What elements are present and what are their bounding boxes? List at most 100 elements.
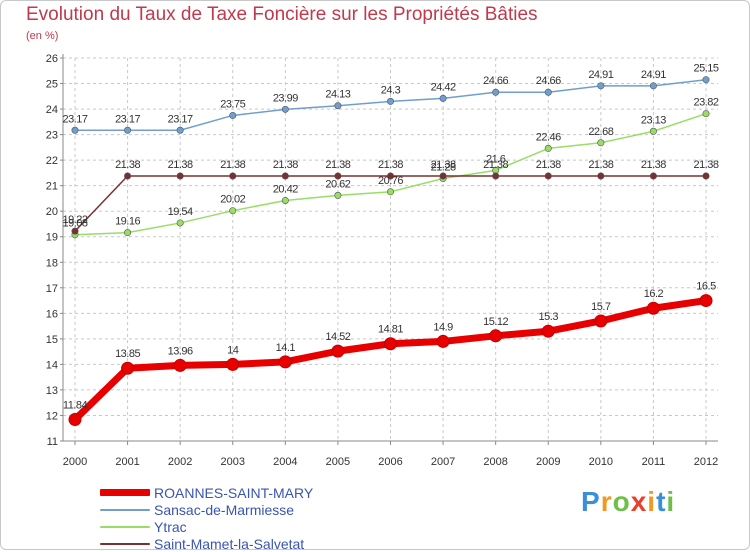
data-point-sansac bbox=[71, 126, 79, 134]
data-label-layer: 11.84 13.85 13.96 14 14.1 14.52 14.81 14.9 15.12… bbox=[62, 63, 719, 412]
legend-item-sansac: Sansac-de-Marmiesse bbox=[100, 501, 313, 518]
logo-letter: P bbox=[581, 486, 601, 517]
y-tick-label: 25 bbox=[46, 79, 58, 91]
data-label-saint-mamet: 21.38 bbox=[168, 159, 193, 171]
y-tick-label: 20 bbox=[46, 206, 58, 218]
data-point-roannes bbox=[331, 344, 345, 358]
x-tick-label: 2005 bbox=[326, 456, 350, 468]
data-label-sansac: 24.66 bbox=[483, 75, 508, 87]
data-label-ytrac: 19.08 bbox=[62, 218, 87, 230]
y-tick-label: 22 bbox=[46, 155, 58, 167]
x-tick-label: 2006 bbox=[378, 456, 402, 468]
data-label-roannes: 14.52 bbox=[325, 331, 350, 343]
data-point-sansac bbox=[649, 82, 657, 90]
data-point-sansac bbox=[439, 94, 447, 102]
data-point-roannes bbox=[68, 413, 82, 427]
data-label-saint-mamet: 21.38 bbox=[325, 159, 350, 171]
data-label-roannes: 16.5 bbox=[696, 281, 716, 293]
series-layer bbox=[68, 76, 713, 427]
data-label-saint-mamet: 21.38 bbox=[378, 159, 403, 171]
data-label-ytrac: 22.68 bbox=[588, 126, 613, 138]
data-label-roannes: 16.2 bbox=[644, 288, 664, 300]
data-label-roannes: 14.81 bbox=[378, 324, 403, 336]
data-point-saint-mamet bbox=[597, 172, 605, 180]
data-point-ytrac bbox=[334, 191, 342, 199]
data-label-sansac: 24.91 bbox=[588, 69, 613, 81]
data-point-roannes bbox=[541, 324, 555, 338]
data-point-sansac bbox=[229, 111, 237, 119]
data-point-roannes bbox=[436, 334, 450, 348]
data-point-sansac bbox=[492, 88, 500, 96]
data-point-ytrac bbox=[386, 188, 394, 196]
data-point-roannes bbox=[173, 358, 187, 372]
data-label-sansac: 23.17 bbox=[115, 113, 140, 125]
y-tick-label: 16 bbox=[46, 308, 58, 320]
legend-label-saint-mamet: Saint-Mamet-la-Salvetat bbox=[154, 535, 305, 552]
x-tick-label: 2009 bbox=[536, 456, 560, 468]
data-label-ytrac: 22.46 bbox=[536, 131, 561, 143]
data-point-ytrac bbox=[176, 219, 184, 227]
data-point-roannes bbox=[699, 294, 713, 308]
proxiti-logo: Proxiti bbox=[581, 486, 675, 518]
data-point-saint-mamet bbox=[702, 172, 710, 180]
data-label-sansac: 24.66 bbox=[536, 75, 561, 87]
data-point-roannes bbox=[489, 329, 503, 343]
data-label-saint-mamet: 21.38 bbox=[431, 159, 456, 171]
data-label-sansac: 24.91 bbox=[641, 69, 666, 81]
data-label-sansac: 24.3 bbox=[381, 84, 401, 96]
data-point-saint-mamet bbox=[649, 172, 657, 180]
data-point-ytrac bbox=[124, 229, 132, 237]
y-tick-label: 13 bbox=[46, 385, 58, 397]
y-tick-label: 15 bbox=[46, 334, 58, 346]
logo-letter: i bbox=[647, 486, 657, 517]
data-point-saint-mamet bbox=[229, 172, 237, 180]
x-tick-label: 2003 bbox=[221, 456, 245, 468]
x-tick-label: 2001 bbox=[115, 456, 139, 468]
x-tick-label: 2000 bbox=[63, 456, 87, 468]
legend-swatch-ytrac bbox=[100, 525, 150, 528]
data-label-roannes: 14.1 bbox=[276, 342, 296, 354]
data-label-saint-mamet: 21.38 bbox=[483, 159, 508, 171]
data-label-saint-mamet: 21.38 bbox=[115, 159, 140, 171]
data-point-sansac bbox=[176, 126, 184, 134]
data-label-sansac: 23.17 bbox=[168, 113, 193, 125]
x-tick-label: 2007 bbox=[431, 456, 455, 468]
legend-item-roannes: ROANNES-SAINT-MARY bbox=[100, 484, 313, 501]
data-label-roannes: 13.96 bbox=[168, 345, 193, 357]
data-label-saint-mamet: 21.38 bbox=[220, 159, 245, 171]
x-tick-label: 2012 bbox=[694, 456, 718, 468]
data-point-saint-mamet bbox=[544, 172, 552, 180]
data-label-ytrac: 20.62 bbox=[325, 178, 350, 190]
data-label-roannes: 14.9 bbox=[433, 321, 453, 333]
x-tick-label: 2004 bbox=[273, 456, 297, 468]
data-label-saint-mamet: 21.38 bbox=[273, 159, 298, 171]
data-label-saint-mamet: 21.38 bbox=[588, 159, 613, 171]
data-point-sansac bbox=[702, 76, 710, 84]
data-label-saint-mamet: 21.38 bbox=[536, 159, 561, 171]
chart-title: Evolution du Taux de Taxe Foncière sur l… bbox=[26, 4, 538, 25]
data-point-saint-mamet bbox=[176, 172, 184, 180]
data-point-ytrac bbox=[544, 144, 552, 152]
y-tick-label: 18 bbox=[46, 257, 58, 269]
data-point-ytrac bbox=[281, 196, 289, 204]
legend: ROANNES-SAINT-MARY Sansac-de-Marmiesse Y… bbox=[100, 484, 313, 552]
data-point-roannes bbox=[646, 301, 660, 315]
y-tick-label: 17 bbox=[46, 283, 58, 295]
data-point-sansac bbox=[544, 88, 552, 96]
x-tick-label: 2002 bbox=[168, 456, 192, 468]
data-label-roannes: 15.3 bbox=[539, 311, 559, 323]
data-point-saint-mamet bbox=[334, 172, 342, 180]
chart-subtitle: (en %) bbox=[26, 30, 59, 42]
data-label-ytrac: 21.28 bbox=[431, 162, 456, 174]
y-tick-label: 12 bbox=[46, 410, 58, 422]
data-point-ytrac bbox=[702, 110, 710, 118]
x-tick-label: 2010 bbox=[589, 456, 613, 468]
data-point-saint-mamet bbox=[386, 172, 394, 180]
data-point-roannes bbox=[121, 361, 135, 375]
legend-swatch-sansac bbox=[100, 508, 150, 511]
data-label-roannes: 15.7 bbox=[591, 301, 611, 313]
data-point-ytrac bbox=[649, 127, 657, 135]
data-point-roannes bbox=[278, 355, 292, 369]
